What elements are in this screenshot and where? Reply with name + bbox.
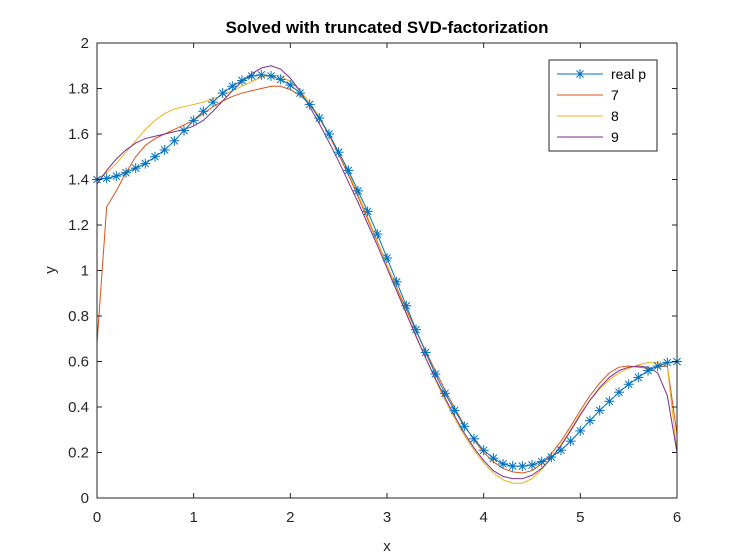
x-axis-label: x xyxy=(383,538,391,555)
y-tick-label: 2 xyxy=(81,35,89,52)
data-point xyxy=(295,88,305,99)
data-point xyxy=(188,115,199,126)
data-point xyxy=(527,460,537,471)
legend-entry: 7 xyxy=(557,87,619,103)
y-axis-label: y xyxy=(42,266,59,274)
data-point xyxy=(643,365,653,376)
y-tick-label: 1.2 xyxy=(68,217,89,234)
x-tick-label: 5 xyxy=(576,509,584,526)
data-point xyxy=(227,81,238,92)
y-tick-label: 0.8 xyxy=(68,308,89,325)
y-tick-label: 1.8 xyxy=(68,81,89,98)
data-point xyxy=(343,165,354,176)
data-point xyxy=(150,151,160,162)
data-point xyxy=(217,88,228,99)
legend: real p 7 8 9 xyxy=(548,59,658,152)
data-point xyxy=(208,97,218,108)
data-point xyxy=(565,436,576,447)
data-point xyxy=(556,445,566,456)
data-point xyxy=(594,405,605,416)
data-point xyxy=(449,405,460,416)
x-tick-label: 1 xyxy=(189,509,197,526)
data-point xyxy=(111,171,122,182)
data-point xyxy=(372,229,383,240)
data-point xyxy=(179,125,189,136)
data-point xyxy=(498,458,508,469)
data-point xyxy=(198,106,209,117)
data-point xyxy=(469,433,479,444)
data-point xyxy=(324,129,334,139)
chart-title: Solved with truncated SVD-factorization xyxy=(225,18,548,37)
data-point xyxy=(652,361,663,372)
data-point xyxy=(614,387,624,398)
data-point xyxy=(517,461,528,472)
data-point xyxy=(304,99,315,110)
x-tick-label: 2 xyxy=(286,509,294,526)
y-tick-label: 1.6 xyxy=(68,126,89,143)
data-point xyxy=(130,163,141,174)
data-point xyxy=(275,74,286,85)
axes: 0 1 2 3 4 5 6 0 0.2 0.4 0.6 0.8 1 1.2 1.4 1.6 1.8 2 xyxy=(68,35,681,526)
data-point xyxy=(169,135,180,146)
data-point xyxy=(401,300,412,311)
data-point xyxy=(121,167,131,178)
data-point xyxy=(662,357,673,368)
legend-label: 7 xyxy=(611,87,619,103)
data-point xyxy=(440,388,450,399)
data-point xyxy=(488,453,499,464)
data-point xyxy=(140,158,151,169)
x-tick-label: 6 xyxy=(673,509,681,526)
data-point xyxy=(285,80,296,91)
legend-entry: 8 xyxy=(557,108,619,124)
y-tick-label: 1 xyxy=(81,263,89,280)
series-line-9 xyxy=(96,65,678,480)
y-tick-label: 0.4 xyxy=(68,399,89,416)
legend-label: real p xyxy=(611,66,646,82)
legend-entry: 9 xyxy=(557,129,619,145)
data-point xyxy=(159,144,170,155)
data-point xyxy=(266,70,276,81)
data-point xyxy=(604,396,615,407)
y-tick-label: 1.4 xyxy=(68,172,89,189)
data-point xyxy=(411,324,421,335)
y-tick-label: 0.2 xyxy=(68,445,89,462)
data-point xyxy=(101,173,112,184)
data-point xyxy=(237,75,247,86)
data-point xyxy=(314,113,325,124)
x-tick-label: 3 xyxy=(383,509,391,526)
legend-entry: real p xyxy=(557,66,646,82)
data-point xyxy=(623,379,634,390)
x-tick-label: 4 xyxy=(479,509,487,526)
series-line-8 xyxy=(96,74,678,484)
data-point xyxy=(585,415,595,426)
data-point xyxy=(246,70,257,81)
data-point xyxy=(382,252,392,263)
data-point xyxy=(507,461,518,472)
data-point xyxy=(478,445,489,456)
legend-marker xyxy=(575,69,585,79)
data-point xyxy=(256,69,267,80)
data-point xyxy=(575,425,586,436)
y-tick-label: 0.6 xyxy=(68,354,89,371)
legend-box xyxy=(548,59,658,152)
series-layer xyxy=(92,65,682,484)
data-point xyxy=(546,452,557,463)
data-point xyxy=(353,185,363,196)
legend-label: 9 xyxy=(611,129,619,145)
x-tick-label: 0 xyxy=(93,509,101,526)
data-point xyxy=(362,206,373,217)
y-tick-label: 0 xyxy=(81,490,89,507)
data-point xyxy=(420,347,431,358)
data-point xyxy=(430,369,441,380)
data-point xyxy=(459,421,470,432)
data-point xyxy=(391,276,402,287)
data-point xyxy=(633,372,644,383)
data-point xyxy=(333,147,344,158)
legend-label: 8 xyxy=(611,108,619,124)
data-point xyxy=(536,456,547,467)
